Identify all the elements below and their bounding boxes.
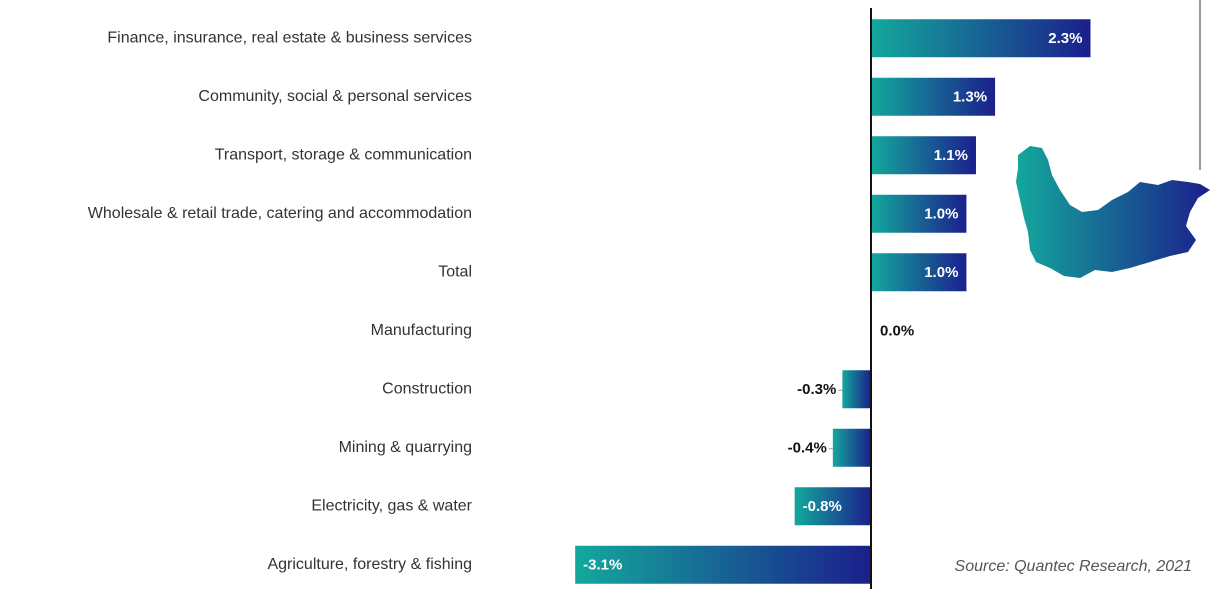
category-label: Construction bbox=[382, 380, 472, 397]
category-label: Manufacturing bbox=[371, 322, 472, 339]
bar bbox=[575, 545, 871, 584]
category-label: Transport, storage & communication bbox=[215, 146, 472, 163]
category-label: Finance, insurance, real estate & busine… bbox=[107, 29, 472, 46]
source: Source: Quantec Research, 2021 bbox=[955, 558, 1192, 575]
bar bbox=[871, 19, 1091, 58]
value-label: -0.8% bbox=[803, 498, 842, 515]
value-label: 1.3% bbox=[953, 89, 987, 106]
category-label: Electricity, gas & water bbox=[311, 497, 472, 514]
value-label: -3.1% bbox=[583, 557, 622, 574]
category-label: Community, social & personal services bbox=[198, 88, 472, 105]
value-label: 1.0% bbox=[924, 264, 958, 281]
value-label: 1.0% bbox=[924, 206, 958, 223]
bar bbox=[794, 487, 871, 526]
value-label: 1.1% bbox=[934, 147, 968, 164]
value-label: 0.0% bbox=[880, 323, 914, 340]
value-label: 2.3% bbox=[1048, 30, 1082, 47]
category-label: Mining & quarrying bbox=[339, 439, 472, 456]
category-label: Wholesale & retail trade, catering and a… bbox=[88, 205, 472, 222]
category-label: Agriculture, forestry & fishing bbox=[267, 556, 472, 573]
value-label: -0.4% bbox=[788, 440, 827, 457]
bar bbox=[842, 370, 871, 409]
bar bbox=[871, 136, 976, 175]
bar bbox=[871, 194, 967, 233]
region-map bbox=[1016, 146, 1210, 278]
bar bbox=[832, 428, 871, 467]
value-label: -0.3% bbox=[797, 381, 836, 398]
category-label: Total bbox=[438, 263, 472, 280]
bar bbox=[871, 253, 967, 292]
bar bbox=[871, 77, 996, 116]
